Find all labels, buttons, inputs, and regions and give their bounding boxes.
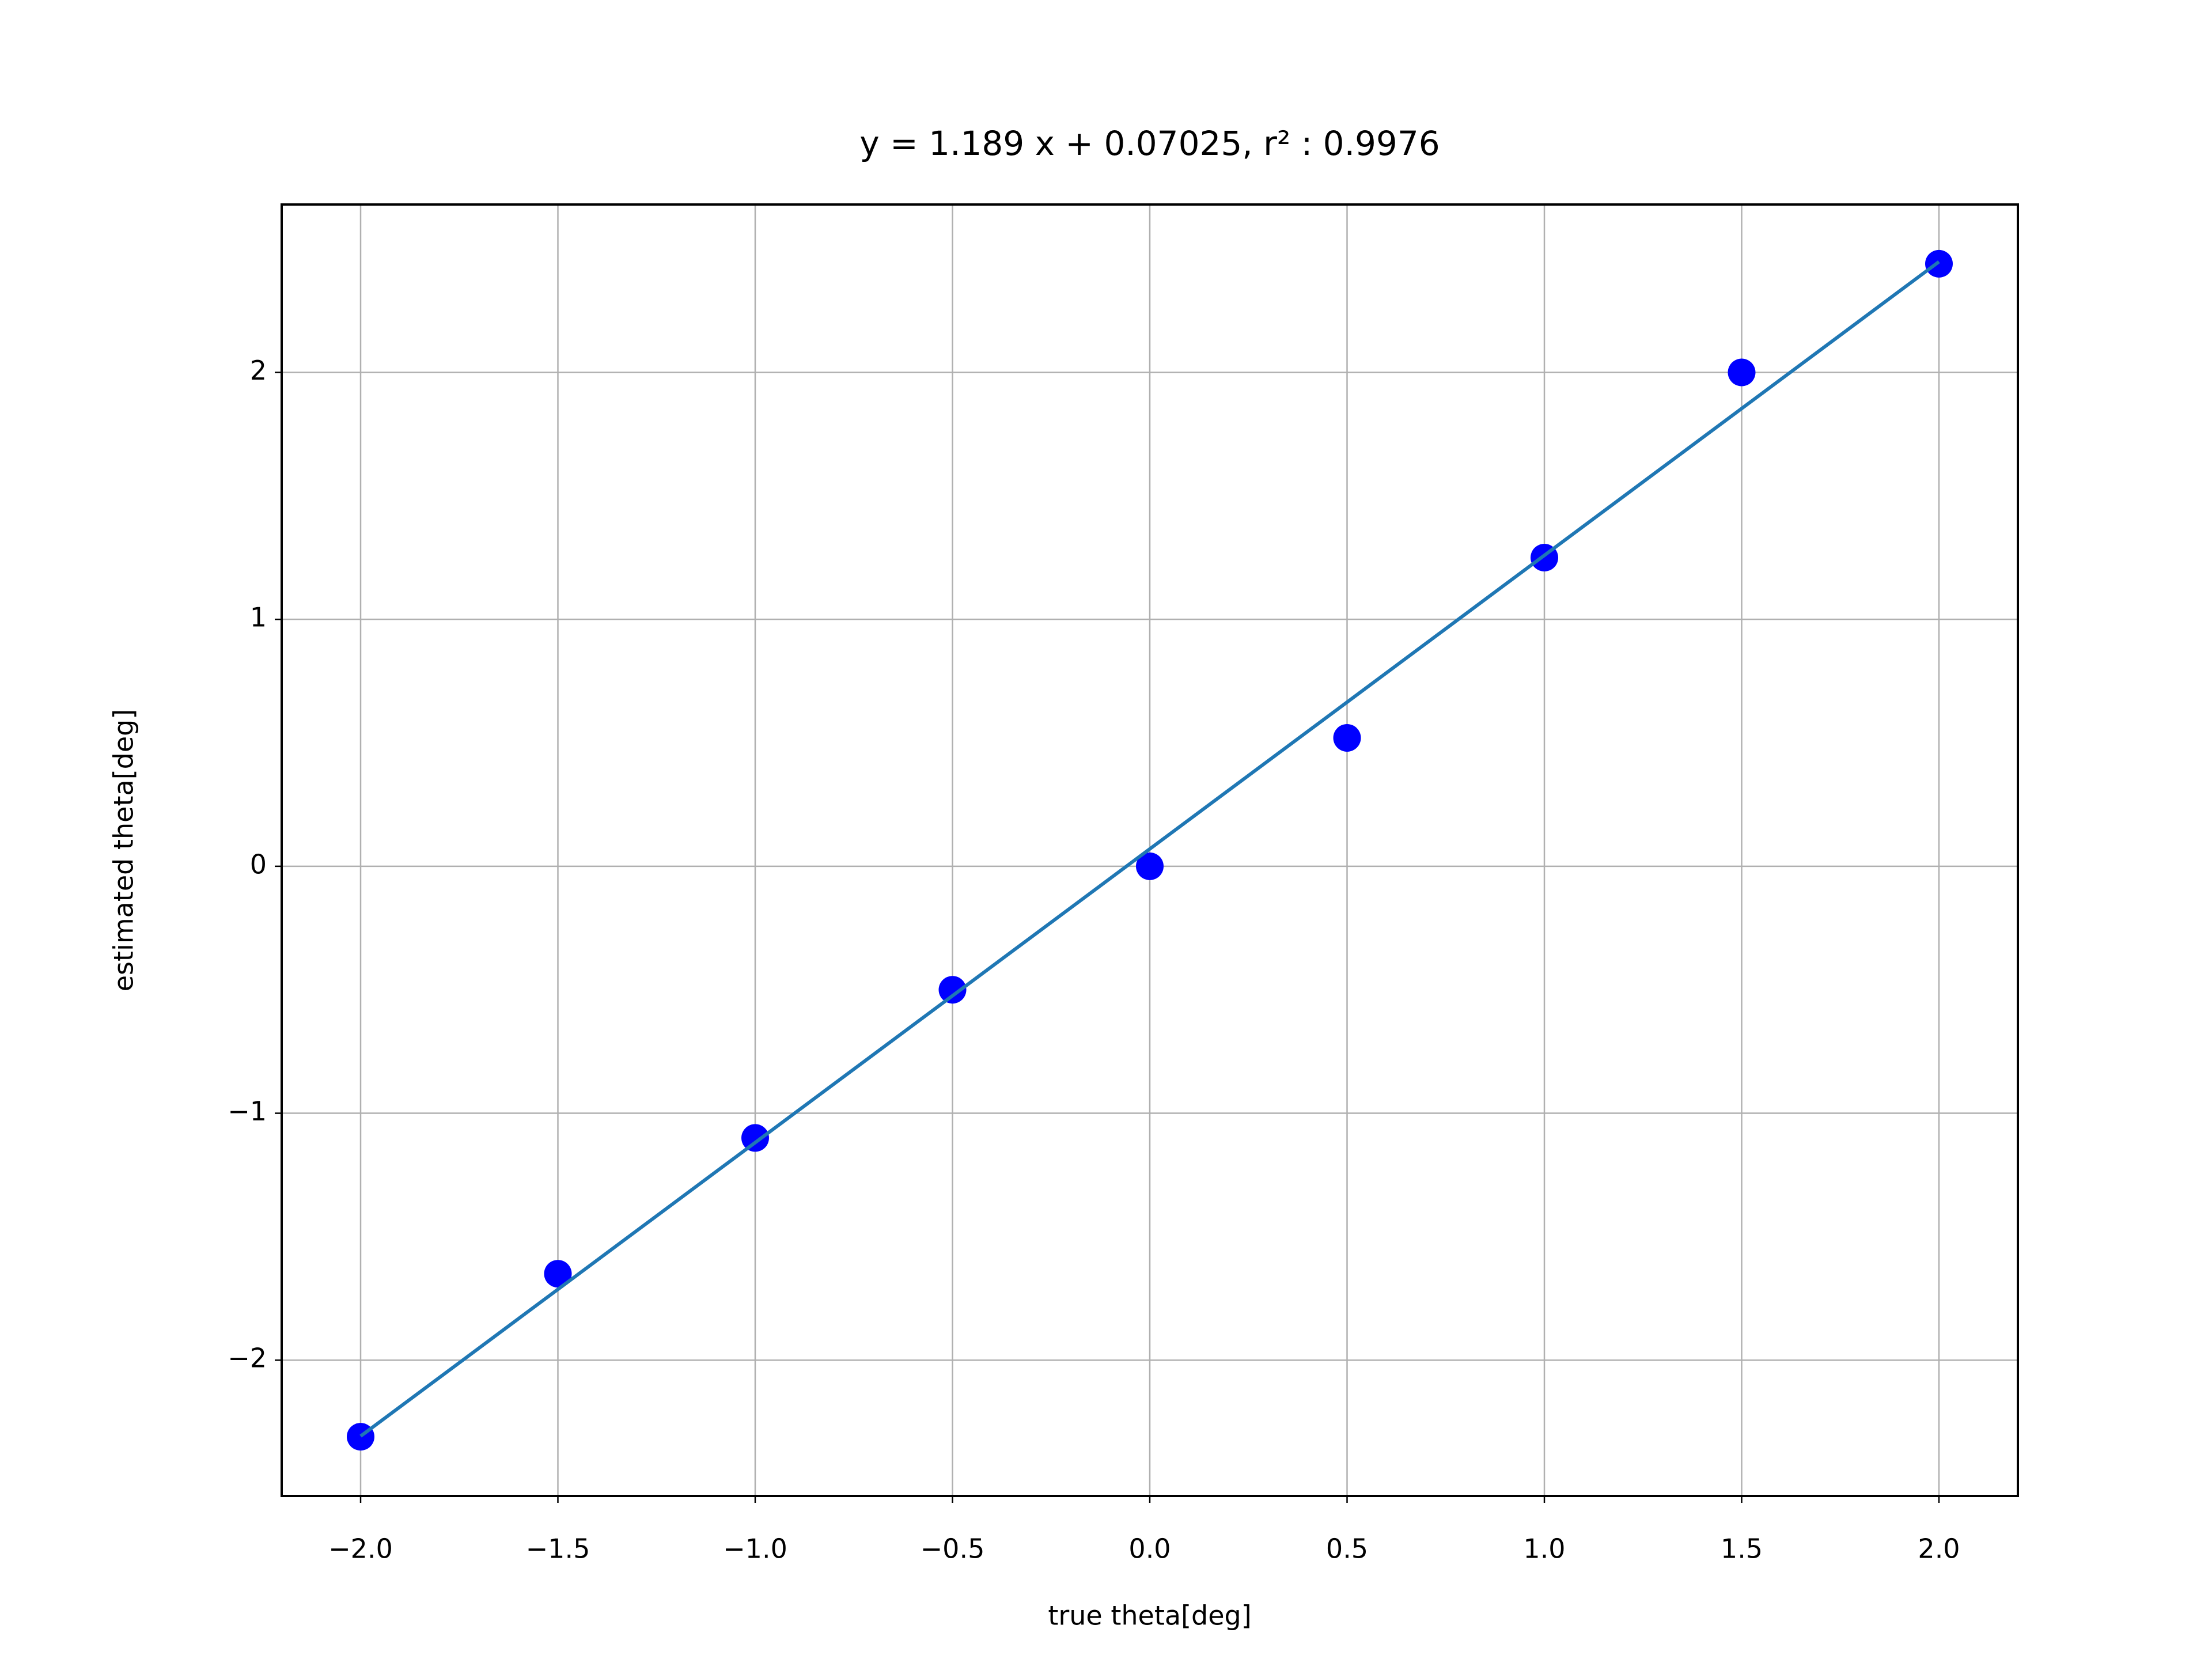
scatter-point (1333, 724, 1361, 752)
y-tick-label: 1 (250, 602, 267, 633)
x-tick-label: −0.5 (921, 1533, 985, 1565)
fit-line (359, 260, 1940, 1438)
scatter-point (741, 1124, 769, 1152)
y-axis-label: estimated theta[deg] (108, 709, 139, 992)
y-tick-label: −1 (228, 1096, 267, 1127)
scatter-point (1728, 358, 1756, 387)
x-tick-label: −2.0 (328, 1533, 393, 1565)
plot-frame (281, 203, 2019, 1497)
scatter-point (544, 1260, 572, 1288)
x-axis-label: true theta[deg] (1048, 1600, 1251, 1631)
x-tick-label: 2.0 (1918, 1533, 1960, 1565)
y-tick-label: 2 (250, 355, 267, 386)
x-tick-label: 1.5 (1721, 1533, 1763, 1565)
x-tick-label: 0.5 (1326, 1533, 1368, 1565)
scatter-point (938, 976, 967, 1004)
x-tick-label: 1.0 (1523, 1533, 1565, 1565)
scatter-point (1136, 852, 1164, 880)
x-tick-label: −1.5 (526, 1533, 590, 1565)
x-tick-label: 0.0 (1128, 1533, 1171, 1565)
chart-title: y = 1.189 x + 0.07025, r² : 0.9976 (859, 124, 1440, 163)
x-tick-label: −1.0 (723, 1533, 787, 1565)
y-tick-label: −2 (228, 1343, 267, 1374)
y-tick-label: 0 (250, 849, 267, 880)
